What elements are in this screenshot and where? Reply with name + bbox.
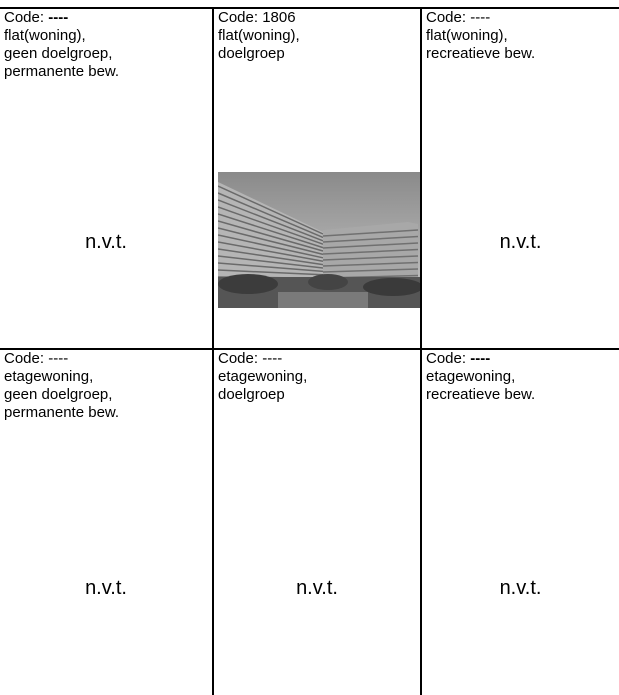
- code-line: Code: 1806: [218, 9, 296, 27]
- code-line: Code: ----: [4, 350, 68, 368]
- cell: Code: ---- flat(woning), recreatieve bew. n…: [422, 9, 619, 348]
- cell: Code: 1806 flat(woning), doelgroep: [214, 9, 423, 348]
- description-line: etagewoning,: [218, 368, 308, 385]
- code-line: Code: ----: [426, 350, 490, 368]
- code-value: ----: [262, 350, 283, 367]
- code-line: Code: ----: [218, 350, 282, 368]
- description-line: geen doelgroep,: [4, 386, 113, 403]
- code-value: ----: [470, 9, 491, 26]
- row-border: [0, 7, 619, 9]
- code-label: Code:: [4, 350, 45, 367]
- code-value: 1806: [262, 9, 296, 26]
- code-value: ----: [48, 9, 69, 26]
- description-line: doelgroep: [218, 386, 285, 403]
- description-line: flat(woning),: [4, 27, 86, 44]
- column-border: [420, 8, 422, 695]
- code-value: ----: [470, 350, 491, 367]
- description-line: geen doelgroep,: [4, 45, 113, 62]
- description-line: permanente bew.: [4, 404, 120, 421]
- code-label: Code:: [218, 350, 259, 367]
- placeholder-text: n.v.t.: [499, 231, 542, 253]
- description-line: permanente bew.: [4, 63, 120, 80]
- placeholder-text: n.v.t.: [296, 577, 338, 599]
- column-border: [212, 8, 214, 695]
- description-line: flat(woning),: [426, 27, 508, 44]
- cell: Code: ---- flat(woning), geen doelgroep, pe…: [0, 9, 212, 348]
- placeholder-text: n.v.t.: [85, 577, 127, 599]
- description-line: recreatieve bew.: [426, 386, 536, 403]
- placeholder-text: n.v.t.: [85, 231, 127, 253]
- code-label: Code:: [426, 9, 467, 26]
- description-line: etagewoning,: [4, 368, 94, 385]
- description-line: etagewoning,: [426, 368, 516, 385]
- code-label: Code:: [426, 350, 467, 367]
- cell: Code: ---- etagewoning, doelgroep n.v.t.: [214, 350, 420, 695]
- code-line: Code: ----: [426, 9, 490, 27]
- description-line: flat(woning),: [218, 27, 300, 44]
- description-line: doelgroep: [218, 45, 285, 62]
- placeholder-text: n.v.t.: [499, 577, 542, 599]
- description-line: recreatieve bew.: [426, 45, 536, 62]
- photo: [217, 172, 423, 308]
- code-label: Code:: [4, 9, 45, 26]
- code-label: Code:: [218, 9, 259, 26]
- cell: Code: ---- etagewoning, recreatieve bew. n.…: [422, 350, 619, 695]
- code-value: ----: [48, 350, 69, 367]
- row-border: [0, 348, 619, 350]
- photo-image: [217, 172, 423, 308]
- code-line: Code: ----: [4, 9, 68, 27]
- cell: Code: ---- etagewoning, geen doelgroep, per…: [0, 350, 212, 695]
